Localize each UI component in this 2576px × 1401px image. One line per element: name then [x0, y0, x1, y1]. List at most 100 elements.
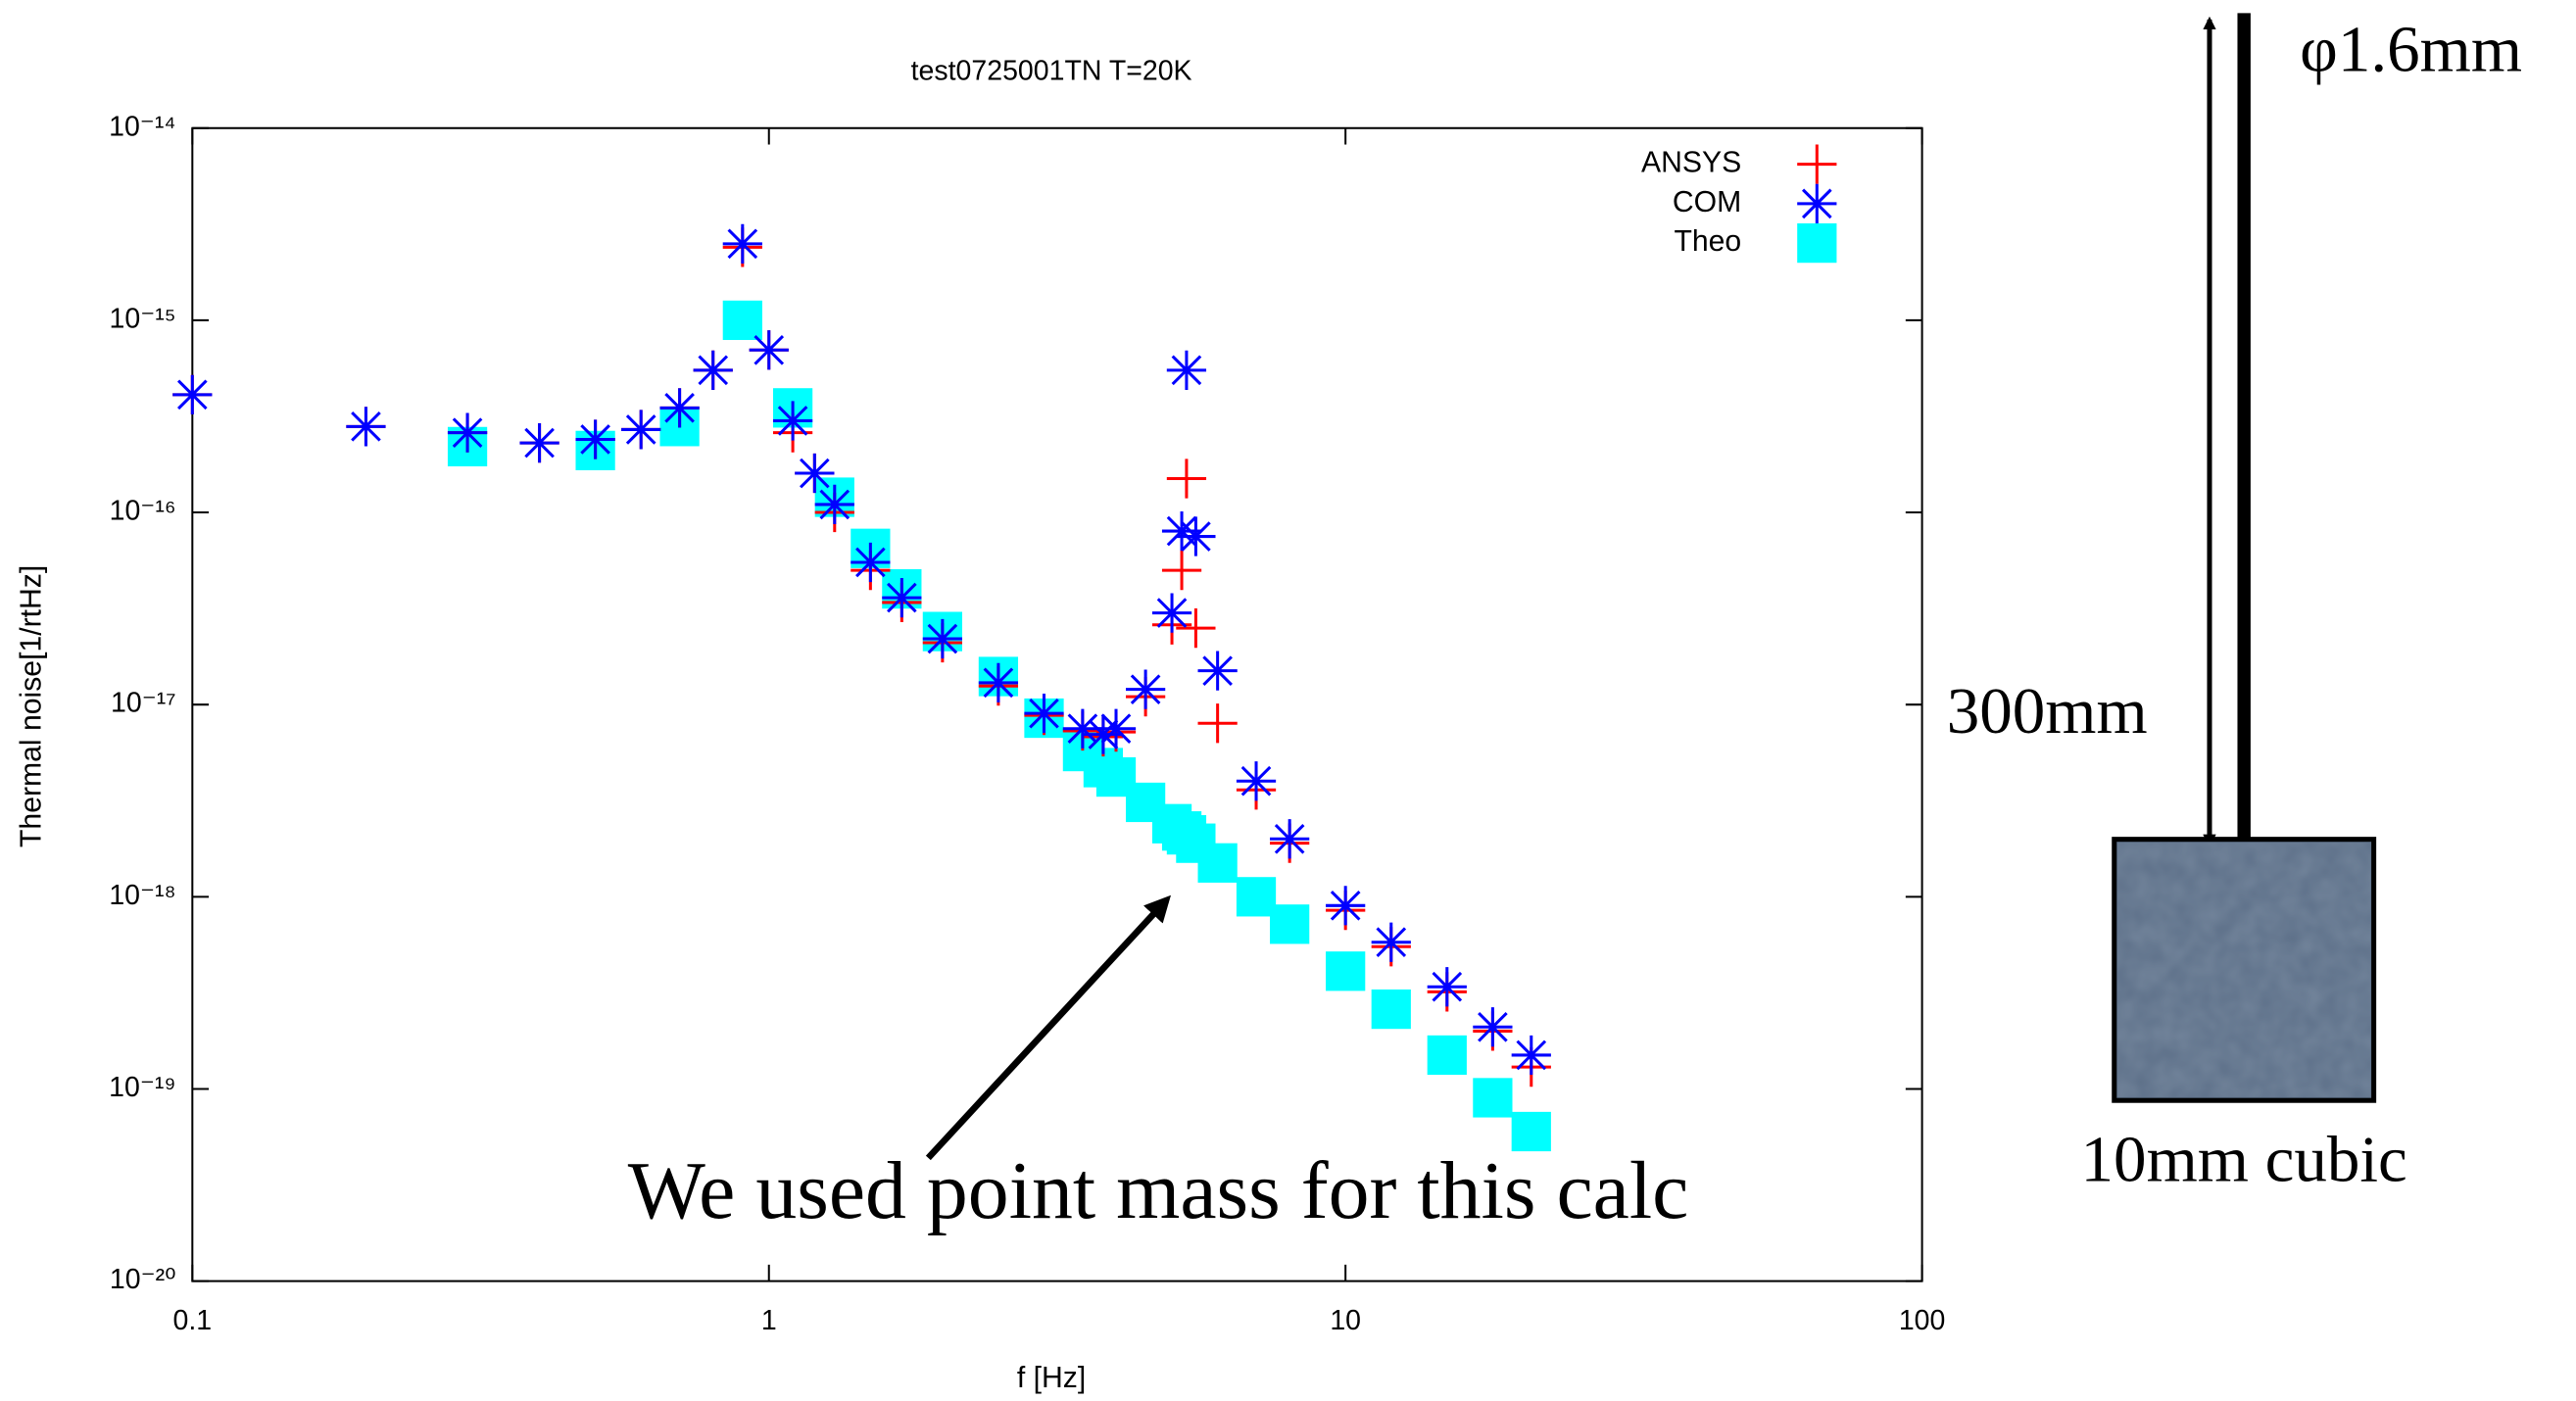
x-tick-label: 10 — [1330, 1305, 1361, 1336]
y-tick-label: 10⁻²⁰ — [110, 1264, 176, 1295]
legend-marker — [1797, 144, 1837, 184]
marker-shape — [1151, 593, 1192, 633]
marker-square — [1473, 1078, 1513, 1118]
marker-shape — [172, 374, 213, 414]
marker-shape — [1095, 708, 1137, 749]
legend-label: ANSYS — [1641, 147, 1741, 179]
point — [851, 542, 891, 583]
marker-shape — [749, 330, 789, 370]
point — [519, 422, 559, 463]
point — [1062, 708, 1103, 749]
marker-shape — [1473, 1007, 1513, 1047]
point — [346, 407, 386, 447]
marker-shape — [1062, 708, 1103, 749]
point — [1197, 651, 1238, 691]
marker-shape — [447, 412, 488, 453]
point — [978, 662, 1019, 702]
marker-shape — [1197, 703, 1238, 744]
point — [447, 412, 488, 453]
point — [1427, 967, 1467, 1007]
point — [1083, 714, 1124, 754]
y-tick-label: 10⁻¹⁸ — [109, 880, 175, 911]
marker-shape — [346, 407, 386, 447]
marker-shape — [1236, 761, 1277, 801]
point — [1326, 886, 1366, 926]
marker-shape — [1197, 651, 1238, 691]
point — [1511, 1111, 1551, 1152]
point — [1197, 843, 1238, 883]
wire-label: φ1.6mm — [2300, 12, 2522, 85]
point — [795, 453, 835, 494]
point — [621, 410, 661, 450]
point — [1166, 459, 1207, 499]
marker-shape — [1427, 967, 1467, 1007]
point — [722, 300, 762, 341]
marker-shape — [722, 223, 762, 264]
data-layer: 0.1 1 10 100 10⁻²⁰ 10⁻¹⁹ 10⁻¹⁸ 10⁻¹⁷ 10⁻¹⁶ 10⁻¹⁵ 1… — [109, 111, 1945, 1336]
point — [1371, 922, 1411, 962]
marker-shape — [1125, 669, 1166, 709]
x-tick-label: 1 — [761, 1305, 777, 1336]
point — [1161, 510, 1202, 552]
marker-shape — [1083, 714, 1124, 754]
legend-label: COM — [1673, 186, 1741, 218]
marker-square — [1511, 1111, 1551, 1152]
point — [1371, 989, 1411, 1030]
point — [1197, 703, 1238, 744]
marker-shape — [621, 410, 661, 450]
marker-square — [1197, 843, 1238, 883]
marker-square — [1236, 877, 1277, 917]
marker-shape — [1797, 183, 1837, 223]
y-tick-label: 10⁻¹⁶ — [110, 496, 176, 527]
point — [882, 577, 922, 618]
point — [814, 484, 854, 525]
point — [1236, 761, 1277, 801]
mass-label: 10mm cubic — [2081, 1123, 2407, 1196]
point — [749, 330, 789, 370]
marker-shape — [1797, 144, 1837, 184]
y-tick-label: 10⁻¹⁴ — [109, 111, 175, 142]
point — [1125, 669, 1166, 709]
marker-shape — [882, 577, 922, 618]
marker-shape — [922, 618, 962, 659]
marker-shape — [795, 453, 835, 494]
marker-shape — [659, 388, 700, 428]
x-tick-label: 0.1 — [173, 1305, 213, 1336]
point — [172, 374, 213, 414]
annotation-arrow — [925, 894, 1171, 1161]
annotation: We used point mass for this calc — [628, 1145, 1689, 1236]
marker-shape — [1166, 459, 1207, 499]
point — [1270, 904, 1310, 944]
point — [1151, 593, 1192, 633]
point — [1024, 694, 1064, 734]
point — [772, 401, 813, 441]
marker-square — [1371, 989, 1411, 1030]
marker-shape — [1024, 694, 1064, 734]
point — [1427, 1035, 1467, 1076]
legend-label: Theo — [1674, 225, 1741, 258]
pendulum-diagram: φ1.6mm 300mm 10mm cubic — [1947, 12, 2522, 1195]
marker-shape — [1326, 886, 1366, 926]
marker-shape — [575, 419, 615, 459]
point — [1176, 516, 1216, 556]
y-tick-label: 10⁻¹⁹ — [109, 1072, 175, 1103]
marker-square — [1427, 1035, 1467, 1076]
length-label: 300mm — [1947, 674, 2148, 748]
point — [1326, 951, 1366, 991]
point — [1473, 1007, 1513, 1047]
marker-shape — [1511, 1035, 1551, 1076]
marker-square — [1270, 904, 1310, 944]
marker-shape — [1270, 819, 1310, 859]
point — [722, 223, 762, 264]
point — [693, 350, 733, 390]
marker-shape — [519, 422, 559, 463]
marker-square — [1797, 222, 1837, 264]
point — [1511, 1035, 1551, 1076]
point — [922, 618, 962, 659]
point — [1473, 1078, 1513, 1118]
point — [575, 419, 615, 459]
y-tick-label: 10⁻¹⁷ — [111, 688, 176, 719]
marker-shape — [1161, 510, 1202, 552]
marker-shape — [693, 350, 733, 390]
